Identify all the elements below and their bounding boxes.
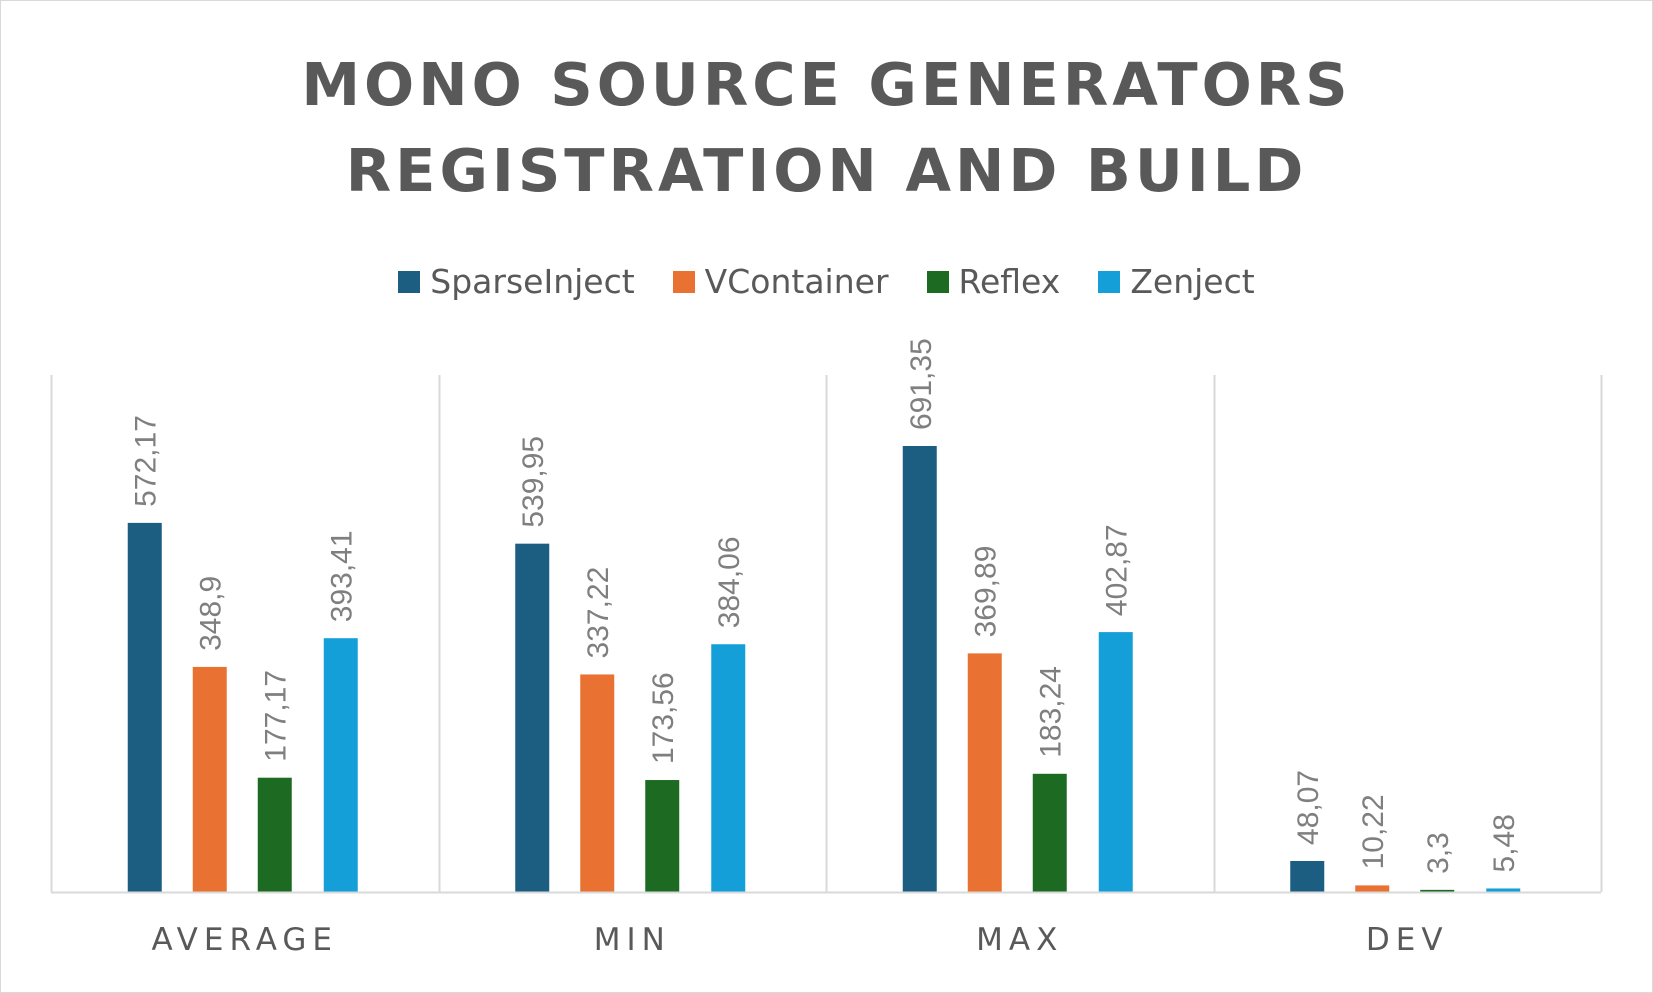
- legend: SparseInject VContainer Reflex Zenject: [0, 262, 1653, 301]
- data-label-zenject-min: 384,06: [713, 536, 746, 628]
- data-label-zenject-dev: 5,48: [1488, 814, 1521, 872]
- data-label-sparseinject-dev: 48,07: [1292, 770, 1325, 845]
- legend-item-vcontainer: VContainer: [672, 262, 889, 301]
- legend-item-zenject: Zenject: [1098, 262, 1255, 301]
- bar-zenject-max: [1098, 632, 1133, 892]
- category-label-min: MIN: [594, 922, 671, 958]
- category-label-dev: DEV: [1366, 922, 1449, 958]
- data-label-vcontainer-dev: 10,22: [1357, 794, 1390, 869]
- bar-vcontainer-dev: [1355, 885, 1390, 892]
- category-label-max: MAX: [976, 922, 1063, 958]
- data-label-reflex-max: 183,24: [1035, 666, 1068, 758]
- legend-swatch-zenject: [1098, 270, 1121, 293]
- legend-swatch-reflex: [926, 270, 949, 293]
- bar-zenject-dev: [1486, 888, 1521, 892]
- data-label-zenject-average: 393,41: [326, 530, 359, 622]
- bar-vcontainer-min: [580, 674, 615, 892]
- category-label-average: AVERAGE: [151, 922, 338, 958]
- bar-sparseinject-average: [127, 522, 162, 892]
- data-label-reflex-dev: 3,3: [1422, 832, 1455, 874]
- bar-sparseinject-max: [902, 446, 937, 892]
- data-label-zenject-max: 402,87: [1101, 524, 1134, 616]
- data-label-reflex-average: 177,17: [260, 670, 293, 762]
- legend-item-sparseinject: SparseInject: [398, 262, 635, 301]
- bar-reflex-dev: [1420, 889, 1455, 892]
- chart-title: MONO SOURCE GENERATORS REGISTRATION AND …: [301, 50, 1352, 205]
- data-label-sparseinject-average: 572,17: [130, 415, 163, 507]
- bar-vcontainer-max: [967, 653, 1002, 892]
- data-label-vcontainer-min: 337,22: [582, 567, 615, 659]
- bar-reflex-min: [645, 780, 680, 892]
- bar-sparseinject-dev: [1290, 860, 1325, 892]
- legend-label-vcontainer: VContainer: [704, 262, 889, 301]
- legend-label-sparseinject: SparseInject: [430, 262, 635, 301]
- bar-vcontainer-average: [192, 666, 227, 892]
- legend-swatch-vcontainer: [672, 270, 695, 293]
- data-label-vcontainer-max: 369,89: [970, 546, 1003, 638]
- legend-swatch-sparseinject: [398, 270, 421, 293]
- legend-label-zenject: Zenject: [1130, 262, 1255, 301]
- legend-item-reflex: Reflex: [926, 262, 1061, 301]
- data-label-sparseinject-min: 539,95: [517, 436, 550, 528]
- bar-sparseinject-min: [515, 543, 550, 892]
- legend-label-reflex: Reflex: [958, 262, 1061, 301]
- bar-reflex-max: [1032, 773, 1067, 892]
- bar-reflex-average: [257, 777, 292, 892]
- bar-zenject-min: [711, 644, 746, 892]
- data-label-sparseinject-max: 691,35: [905, 338, 938, 430]
- data-label-vcontainer-average: 348,9: [195, 576, 228, 651]
- bar-zenject-average: [323, 638, 358, 892]
- data-label-reflex-min: 173,56: [647, 672, 680, 764]
